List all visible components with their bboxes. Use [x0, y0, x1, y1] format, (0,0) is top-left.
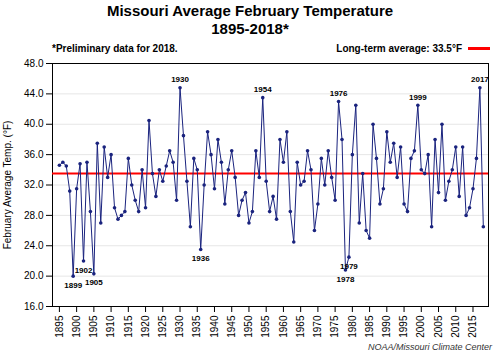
svg-text:20.0: 20.0: [24, 270, 44, 281]
svg-text:1970: 1970: [312, 315, 323, 338]
svg-text:2010: 2010: [450, 315, 461, 338]
svg-text:40.0: 40.0: [24, 118, 44, 129]
svg-text:2005: 2005: [433, 315, 444, 338]
svg-text:32.0: 32.0: [24, 179, 44, 190]
svg-text:1980: 1980: [347, 315, 358, 338]
svg-text:2015: 2015: [467, 315, 478, 338]
svg-text:16.0: 16.0: [24, 301, 44, 312]
svg-text:1990: 1990: [381, 315, 392, 338]
svg-text:28.0: 28.0: [24, 210, 44, 221]
svg-text:1954: 1954: [254, 85, 272, 94]
svg-text:44.0: 44.0: [24, 88, 44, 99]
svg-text:1915: 1915: [123, 315, 134, 338]
svg-text:1895: 1895: [54, 315, 65, 338]
svg-text:1900: 1900: [71, 315, 82, 338]
svg-text:1985: 1985: [364, 315, 375, 338]
svg-text:1995: 1995: [398, 315, 409, 338]
svg-text:1935: 1935: [191, 315, 202, 338]
svg-text:1999: 1999: [409, 93, 427, 102]
svg-text:1976: 1976: [330, 89, 348, 98]
svg-text:1930: 1930: [171, 75, 189, 84]
svg-text:1920: 1920: [140, 315, 151, 338]
svg-text:February Average Temp. (°F): February Average Temp. (°F): [2, 121, 13, 250]
svg-text:1899: 1899: [64, 281, 82, 290]
html-text:Missouri Average February Temp: Missouri Average February Temperature: [106, 2, 394, 19]
svg-text:1905: 1905: [88, 315, 99, 338]
svg-text:1945: 1945: [226, 315, 237, 338]
svg-text:1905: 1905: [85, 278, 103, 287]
svg-text:1978: 1978: [337, 275, 355, 284]
svg-text:1975: 1975: [329, 315, 340, 338]
html-text:1895-2018*: 1895-2018*: [211, 20, 289, 37]
svg-text:1950: 1950: [243, 315, 254, 338]
html-text:Long-term average: 33.5°F: Long-term average: 33.5°F: [336, 42, 462, 54]
svg-text:1925: 1925: [157, 315, 168, 338]
svg-text:1930: 1930: [174, 315, 185, 338]
svg-text:1979: 1979: [340, 262, 358, 271]
svg-text:48.0: 48.0: [24, 58, 44, 69]
svg-text:1902: 1902: [75, 265, 93, 274]
svg-text:1936: 1936: [192, 254, 210, 263]
svg-text:1965: 1965: [295, 315, 306, 338]
html-text:NOAA/Missouri Climate Center: NOAA/Missouri Climate Center: [368, 342, 492, 352]
svg-text:24.0: 24.0: [24, 240, 44, 251]
html-text:*Preliminary data for 2018.: *Preliminary data for 2018.: [52, 42, 178, 54]
svg-text:2017: 2017: [471, 75, 489, 84]
svg-text:1940: 1940: [209, 315, 220, 338]
svg-text:1955: 1955: [260, 315, 271, 338]
svg-text:1960: 1960: [278, 315, 289, 338]
svg-text:36.0: 36.0: [24, 149, 44, 160]
svg-text:2000: 2000: [415, 315, 426, 338]
svg-text:1910: 1910: [105, 315, 116, 338]
